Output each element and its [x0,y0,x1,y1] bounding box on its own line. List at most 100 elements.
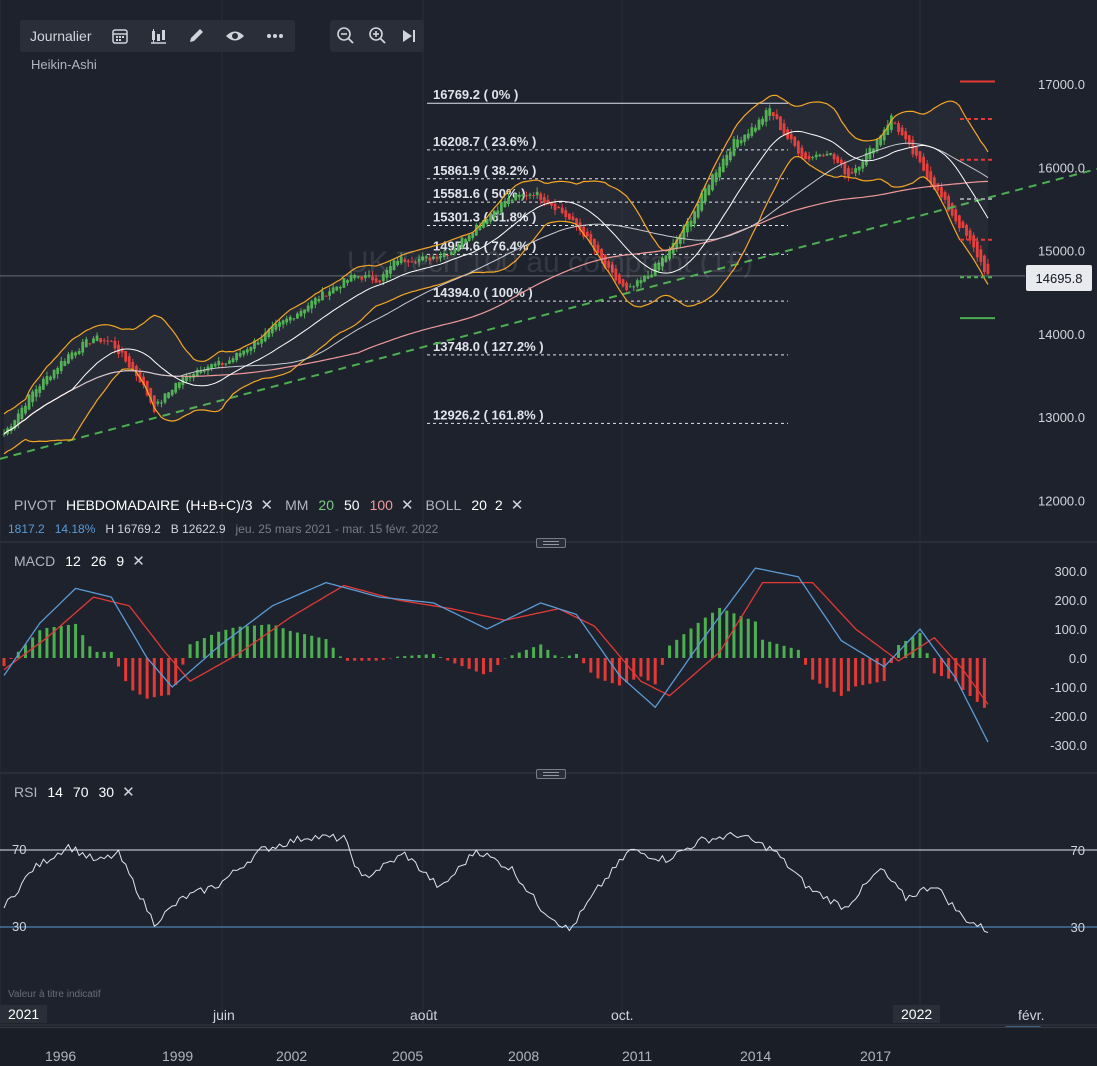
macd-histogram-bar [696,622,700,658]
pane-resize-handle[interactable] [536,769,566,779]
candle-body [113,340,117,349]
candle-body [56,367,60,375]
fib-level-label: 15301.3 ( 61.8% ) [433,210,536,225]
rsi-legend[interactable]: RSI 14 70 30 ✕ [8,781,141,803]
candle-body [124,351,128,362]
candle-body [714,172,718,183]
calendar-icon[interactable] [101,20,139,52]
candle-body [643,275,646,282]
close-icon[interactable]: ✕ [122,784,135,801]
stats-row: 1817.2 14.18% H 16769.2 B 12622.9 jeu. 2… [8,522,438,536]
macd-legend[interactable]: MACD 12 26 9 ✕ [8,550,151,572]
macd-histogram-bar [739,616,743,658]
zoom-in-icon[interactable] [362,20,394,52]
close-icon[interactable]: ✕ [510,497,524,514]
candle-body [346,280,349,283]
close-icon[interactable]: ✕ [132,553,145,570]
candle-body [975,241,979,258]
candle-body [328,291,332,296]
candle-body [664,255,668,263]
candle-body [754,127,757,132]
boll-dev: 2 [494,497,503,513]
rsi-level-label: 70 [12,842,26,857]
eye-icon[interactable] [215,20,255,52]
candle-body [285,318,289,323]
interval-button[interactable]: Journalier [30,28,92,44]
pane-resize-handle[interactable] [536,538,566,548]
close-icon[interactable]: ✕ [260,497,274,514]
candle-body [270,326,274,334]
candle-body [70,352,74,359]
candle-body [932,177,936,190]
candle-body [553,203,557,211]
macd-histogram-bar [825,658,829,688]
candle-body [417,258,421,263]
candle-body [299,310,303,317]
fib-level-label: 16208.7 ( 23.6% ) [433,134,536,149]
candle-body [331,287,335,294]
fib-level-label: 15861.9 ( 38.2% ) [433,163,536,178]
macd-histogram-bar [167,658,171,696]
candle-body [381,274,385,282]
candle-body [535,191,539,196]
candle-body [496,210,500,215]
close-icon[interactable]: ✕ [400,497,414,514]
candle-body [954,209,958,222]
candle-body [646,276,650,279]
candle-body [489,213,493,222]
navigator[interactable] [0,1027,1097,1066]
boll-legend[interactable]: BOLL 20 2 ✕ [420,494,530,516]
candle-body [668,248,671,259]
candle-body [435,257,439,259]
macd-axis-tick: 200.0 [1054,593,1087,608]
candle-body [467,235,471,241]
macd-histogram-bar [274,625,278,658]
zoom-out-icon[interactable] [330,20,362,52]
macd-histogram-bar [517,652,521,658]
candle-body [38,386,42,393]
chart-type-icon[interactable] [139,20,177,52]
fib-level-label: 16769.2 ( 0% ) [433,87,518,102]
macd-slow: 26 [90,553,107,569]
macd-histogram-bar [195,641,199,658]
candle-body [102,340,106,342]
candle-body [81,341,85,353]
rsi-name: RSI [14,784,38,800]
candle-body [474,224,478,236]
candle-body [889,115,893,130]
candle-body [49,376,52,381]
candle-body [174,383,178,393]
more-icon[interactable] [255,20,295,52]
macd-histogram-bar [918,632,922,658]
candle-body [843,161,847,175]
candle-body [492,210,496,218]
navigator-year: 2011 [622,1048,653,1064]
navigator-year: 2017 [860,1048,892,1064]
candle-body [983,255,986,272]
macd-histogram-bar [761,639,765,658]
candle-body [306,305,310,312]
macd-histogram-bar [288,630,292,658]
scroll-to-end-icon[interactable] [394,20,424,52]
macd-histogram-bar [553,655,557,658]
macd-histogram-bar [875,658,879,683]
pivot-formula: (H+B+C)/3 [185,497,253,513]
pivot-legend[interactable]: PIVOT HEBDOMADAIRE (H+B+C)/3 ✕ [8,494,279,516]
mm-20: 20 [318,497,334,513]
mm-legend[interactable]: MM 20 50 100 ✕ [279,494,419,516]
macd-histogram-bar [174,658,178,685]
candle-body [424,256,428,259]
candle-body [213,363,217,367]
candle-body [457,244,460,252]
price-axis-tick: 17000.0 [1038,77,1085,92]
macd-histogram-bar [818,658,822,684]
pencil-icon[interactable] [177,20,215,52]
candle-body [310,300,314,309]
navigator-year: 2005 [392,1048,424,1064]
candle-body [879,135,883,146]
candle-body [403,259,407,262]
candle-body [45,376,49,385]
grid [0,0,1097,1026]
